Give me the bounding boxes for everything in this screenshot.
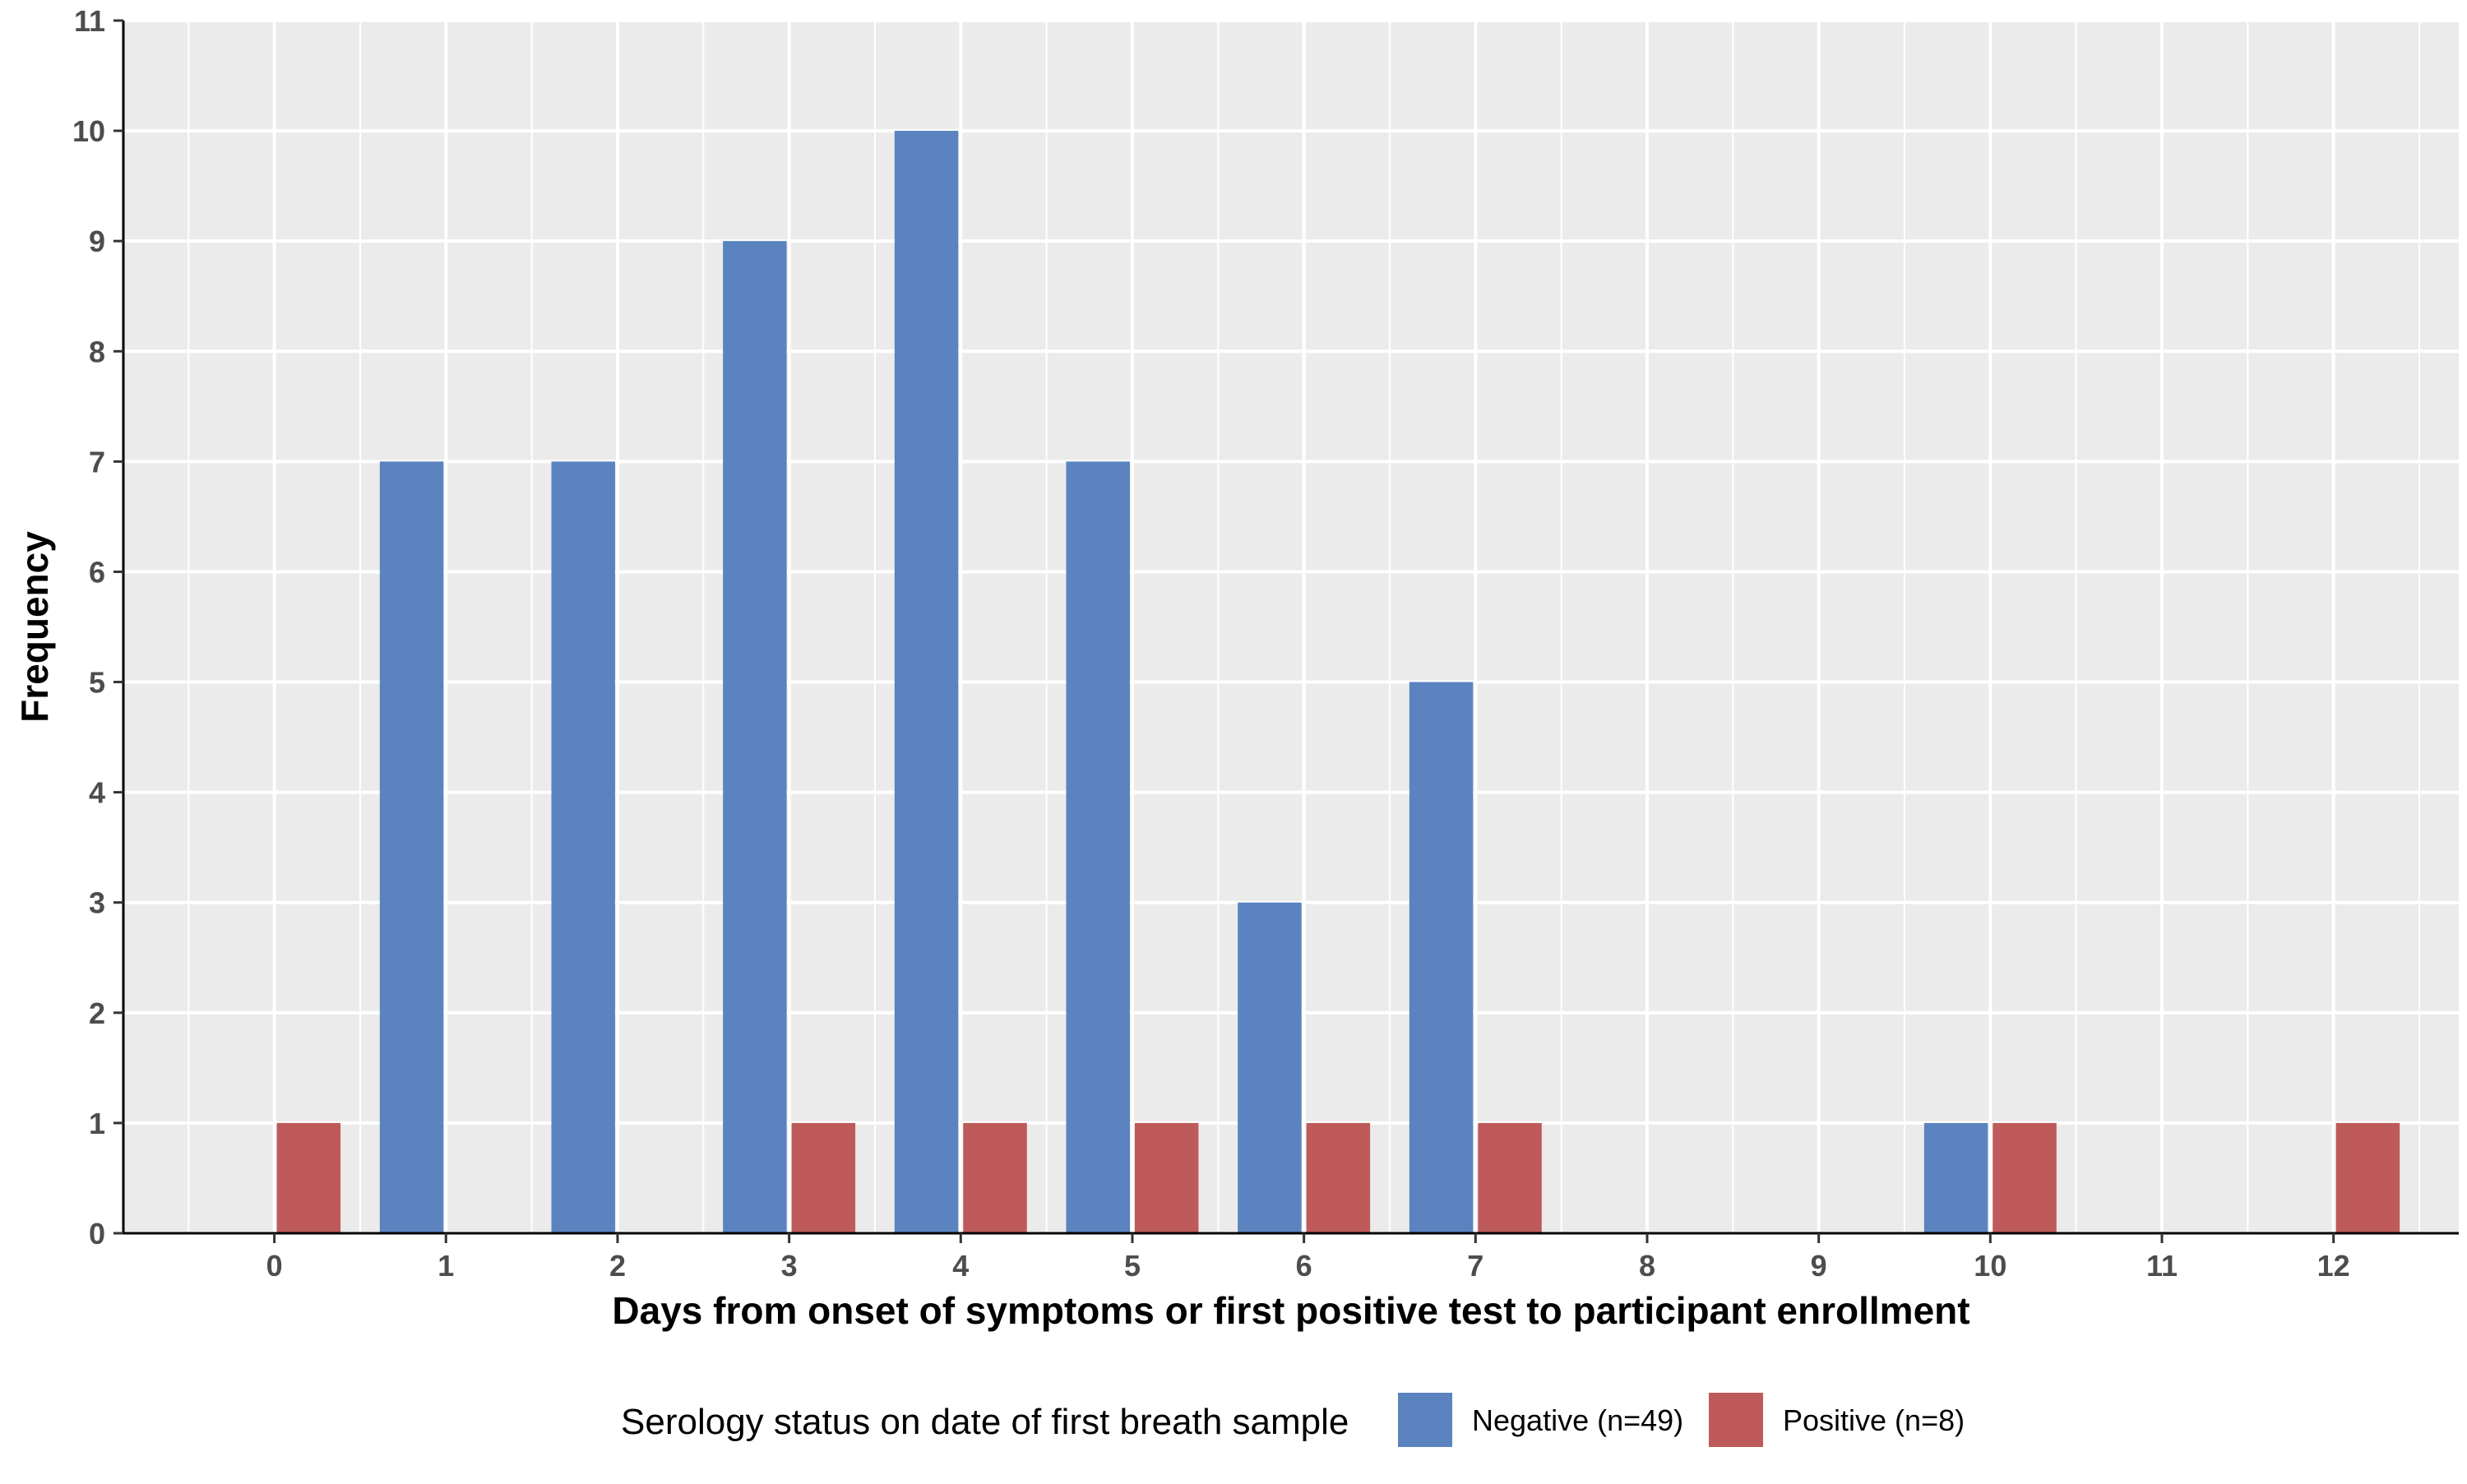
x-tick-label: 4 [952, 1249, 969, 1283]
x-tick-label: 1 [437, 1249, 454, 1283]
minor-grid [187, 21, 2421, 1233]
x-tick-label: 2 [609, 1249, 626, 1283]
bar-negative-day-5 [1066, 461, 1130, 1233]
bars-group [276, 131, 2400, 1233]
x-tick-label: 12 [2317, 1249, 2350, 1283]
legend-key-negative [1398, 1393, 1452, 1447]
legend: Serology status on date of first breath … [621, 1393, 1965, 1447]
x-tick-label: 0 [266, 1249, 283, 1283]
bar-negative-day-4 [894, 131, 959, 1233]
bar-positive-day-4 [963, 1122, 1027, 1233]
bar-positive-day-10 [1993, 1122, 2057, 1233]
bar-negative-day-6 [1238, 902, 1302, 1233]
x-axis-title: Days from onset of symptoms or first pos… [612, 1289, 1969, 1332]
x-tick-label: 8 [1639, 1249, 1655, 1283]
bar-positive-day-0 [276, 1122, 341, 1233]
y-tick-label: 4 [89, 776, 105, 810]
bar-positive-day-7 [1478, 1122, 1542, 1233]
y-tick-label: 8 [89, 335, 105, 368]
x-tick-label: 5 [1124, 1249, 1141, 1283]
x-tick-label: 11 [2146, 1249, 2178, 1283]
x-tick-label: 10 [1974, 1249, 2006, 1283]
y-tick-label: 5 [89, 666, 105, 700]
y-axis-title: Frequency [13, 531, 56, 723]
bar-positive-day-5 [1134, 1122, 1199, 1233]
bar-negative-day-2 [551, 461, 615, 1233]
y-tick-label: 6 [89, 555, 105, 589]
y-tick-label: 0 [89, 1217, 105, 1251]
bar-positive-day-12 [2335, 1122, 2400, 1233]
y-tick-labels: 0 1 2 3 4 5 6 7 8 9 10 11 [72, 4, 105, 1251]
legend-title: Serology status on date of first breath … [621, 1402, 1349, 1442]
legend-key-positive [1709, 1393, 1763, 1447]
x-tick-labels: 0 1 2 3 4 5 6 7 8 9 10 11 12 [266, 1249, 2350, 1283]
x-tick-label: 3 [781, 1249, 798, 1283]
bar-negative-day-3 [723, 241, 787, 1233]
legend-label-positive: Positive (n=8) [1783, 1403, 1965, 1437]
bar-negative-day-7 [1409, 682, 1474, 1233]
x-tick-label: 7 [1467, 1249, 1483, 1283]
bar-positive-day-6 [1306, 1122, 1371, 1233]
y-tick-label: 3 [89, 886, 105, 920]
y-tick-label: 2 [89, 996, 105, 1030]
x-tick-label: 6 [1296, 1249, 1312, 1283]
bar-positive-day-3 [791, 1122, 856, 1233]
bar-negative-day-1 [379, 461, 444, 1233]
y-tick-label: 7 [89, 445, 105, 478]
bar-negative-day-10 [1923, 1122, 1988, 1233]
y-tick-label: 1 [89, 1107, 105, 1140]
y-tick-label: 11 [74, 4, 105, 38]
y-tick-label: 9 [89, 224, 105, 258]
axes-group [113, 19, 2459, 1243]
y-tick-label: 10 [72, 114, 105, 148]
x-tick-label: 9 [1811, 1249, 1827, 1283]
legend-label-negative: Negative (n=49) [1472, 1403, 1683, 1437]
